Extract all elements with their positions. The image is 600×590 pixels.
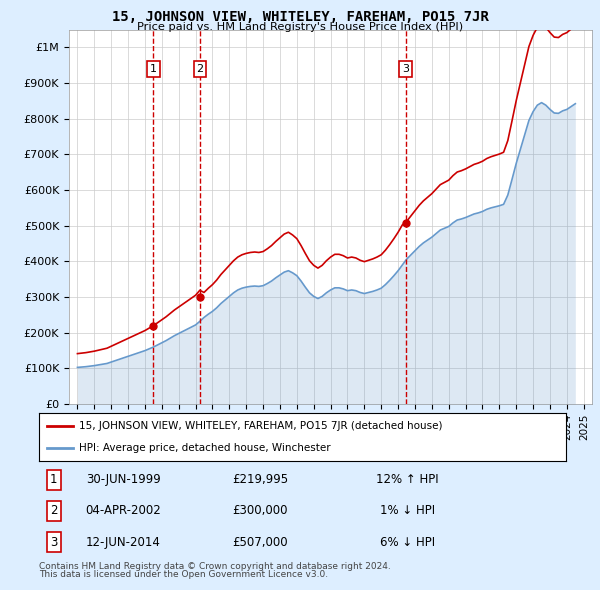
Text: 04-APR-2002: 04-APR-2002 [85,504,161,517]
Text: 1: 1 [50,473,58,486]
Text: 2: 2 [50,504,58,517]
Text: Price paid vs. HM Land Registry's House Price Index (HPI): Price paid vs. HM Land Registry's House … [137,22,463,32]
Text: £507,000: £507,000 [232,536,288,549]
Text: £300,000: £300,000 [233,504,288,517]
Text: 1% ↓ HPI: 1% ↓ HPI [380,504,436,517]
Text: Contains HM Land Registry data © Crown copyright and database right 2024.: Contains HM Land Registry data © Crown c… [39,562,391,571]
Text: £219,995: £219,995 [232,473,289,486]
Text: 12% ↑ HPI: 12% ↑ HPI [376,473,439,486]
Text: HPI: Average price, detached house, Winchester: HPI: Average price, detached house, Winc… [79,443,330,453]
Text: 30-JUN-1999: 30-JUN-1999 [86,473,161,486]
Text: 6% ↓ HPI: 6% ↓ HPI [380,536,436,549]
Text: 3: 3 [402,64,409,74]
Text: 1: 1 [150,64,157,74]
Text: 2: 2 [197,64,204,74]
Text: 3: 3 [50,536,58,549]
Text: 15, JOHNSON VIEW, WHITELEY, FAREHAM, PO15 7JR: 15, JOHNSON VIEW, WHITELEY, FAREHAM, PO1… [112,10,488,24]
Text: This data is licensed under the Open Government Licence v3.0.: This data is licensed under the Open Gov… [39,571,328,579]
Text: 12-JUN-2014: 12-JUN-2014 [86,536,161,549]
Text: 15, JOHNSON VIEW, WHITELEY, FAREHAM, PO15 7JR (detached house): 15, JOHNSON VIEW, WHITELEY, FAREHAM, PO1… [79,421,442,431]
